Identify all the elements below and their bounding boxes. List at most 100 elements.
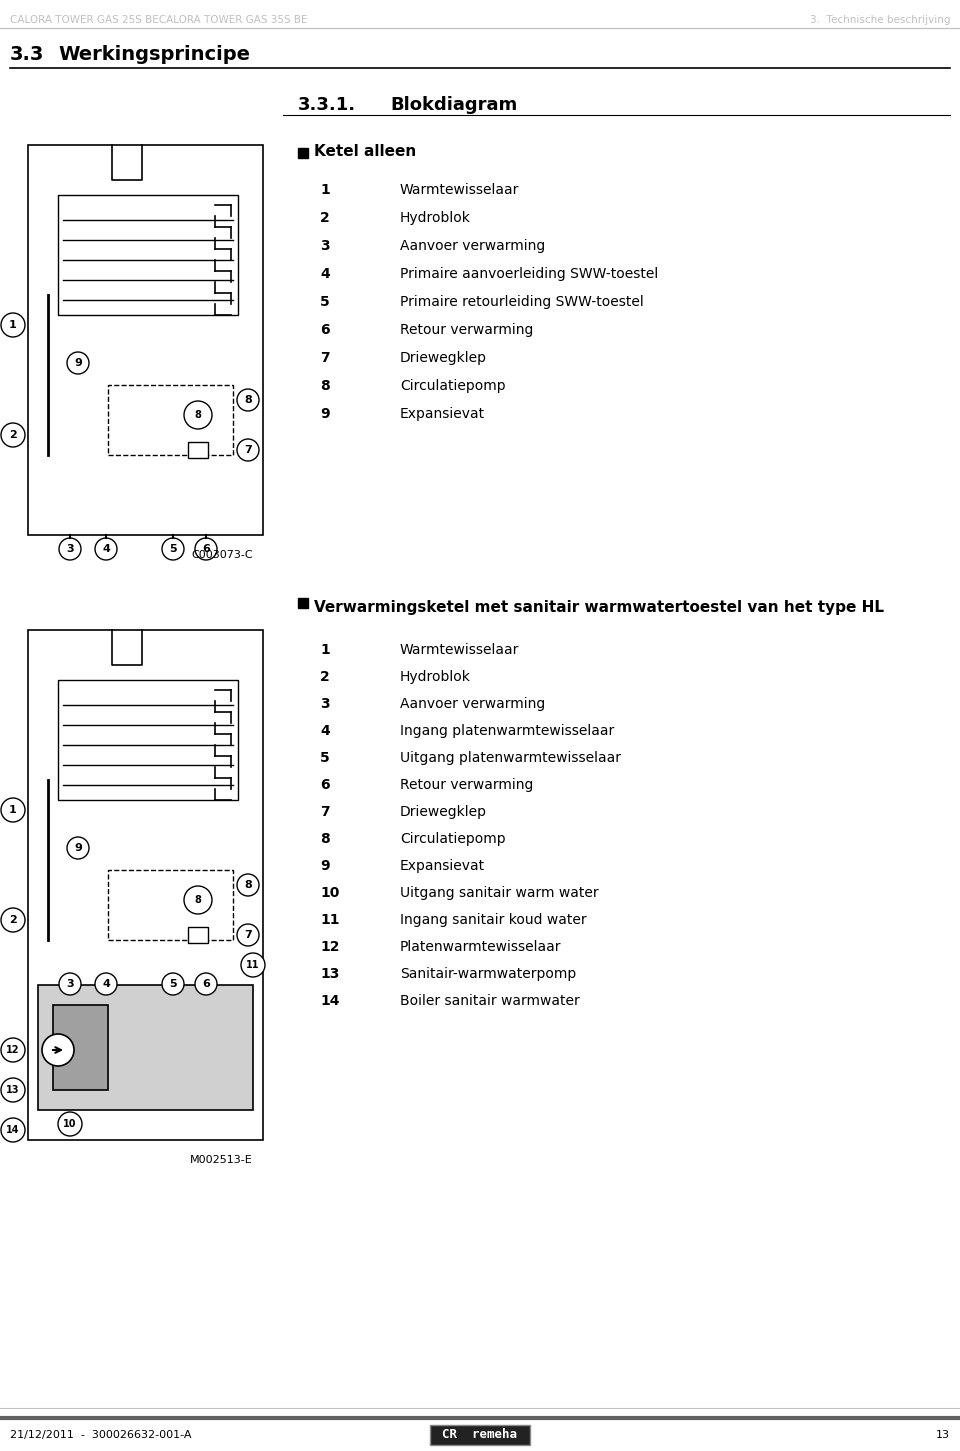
Text: Hydroblok: Hydroblok [400,210,470,225]
Text: 9: 9 [320,406,329,421]
Text: 1: 1 [320,643,329,657]
Bar [298,598,308,608]
Text: CR  remeha: CR remeha [443,1428,517,1441]
Text: 7: 7 [244,930,252,940]
Circle shape [184,887,212,914]
Text: 9: 9 [74,358,82,369]
Circle shape [162,538,184,560]
Text: 8: 8 [320,831,329,846]
Text: 5: 5 [320,752,329,765]
Text: 12: 12 [7,1045,20,1055]
Text: 7: 7 [244,445,252,456]
Text: Warmtewisselaar: Warmtewisselaar [400,643,519,657]
Circle shape [195,538,217,560]
Text: 9: 9 [74,843,82,853]
Text: 8: 8 [244,879,252,889]
Text: Retour verwarming: Retour verwarming [400,324,534,337]
Text: 3.  Technische beschrijving: 3. Technische beschrijving [809,15,950,25]
Circle shape [59,538,81,560]
Text: Driewegklep: Driewegklep [400,805,487,818]
Circle shape [162,974,184,995]
Circle shape [1,1119,25,1142]
Text: Uitgang platenwarmtewisselaar: Uitgang platenwarmtewisselaar [400,752,621,765]
Text: 5: 5 [169,979,177,990]
Text: M002513-E: M002513-E [190,1155,253,1165]
Circle shape [1,1037,25,1062]
Text: Aanvoer verwarming: Aanvoer verwarming [400,696,545,711]
Circle shape [237,924,259,946]
Circle shape [67,837,89,859]
Circle shape [58,1111,82,1136]
Text: Ketel alleen: Ketel alleen [314,145,417,160]
Text: 7: 7 [320,805,329,818]
Text: 10: 10 [63,1119,77,1129]
Text: 10: 10 [320,887,340,900]
Text: Primaire aanvoerleiding SWW-toestel: Primaire aanvoerleiding SWW-toestel [400,267,659,281]
Text: 8: 8 [320,379,329,393]
Text: 11: 11 [320,913,340,927]
Text: 5: 5 [169,544,177,554]
Text: 4: 4 [102,544,110,554]
Text: Retour verwarming: Retour verwarming [400,778,534,792]
Circle shape [1,424,25,447]
Bar [58,194,238,315]
Text: 6: 6 [320,324,329,337]
Bar [298,148,308,158]
Text: Circulatiepomp: Circulatiepomp [400,831,506,846]
Circle shape [1,1078,25,1101]
Text: Boiler sanitair warmwater: Boiler sanitair warmwater [400,994,580,1008]
Text: 1: 1 [10,805,17,815]
Circle shape [59,974,81,995]
Text: 11: 11 [247,961,260,971]
Text: 6: 6 [202,544,210,554]
Text: Circulatiepomp: Circulatiepomp [400,379,506,393]
Text: Expansievat: Expansievat [400,406,485,421]
Text: 6: 6 [202,979,210,990]
Bar [108,871,233,940]
Text: 3: 3 [66,979,74,990]
Text: 3.3: 3.3 [10,45,44,64]
Text: Primaire retourleiding SWW-toestel: Primaire retourleiding SWW-toestel [400,295,644,309]
Bar [430,1425,530,1445]
Bar [28,145,263,535]
Text: 13: 13 [936,1431,950,1439]
Text: Uitgang sanitair warm water: Uitgang sanitair warm water [400,887,599,900]
Text: 8: 8 [195,411,202,419]
Circle shape [67,353,89,374]
Circle shape [1,798,25,823]
Text: Verwarmingsketel met sanitair warmwatertoestel van het type HL: Verwarmingsketel met sanitair warmwatert… [314,601,884,615]
Text: 1: 1 [10,321,17,329]
Bar [108,385,233,456]
Text: 21/12/2011  -  300026632-001-A: 21/12/2011 - 300026632-001-A [10,1431,191,1439]
Text: 9: 9 [320,859,329,874]
Text: 6: 6 [320,778,329,792]
Circle shape [95,538,117,560]
Bar [58,681,238,800]
Text: 8: 8 [244,395,252,405]
Text: 4: 4 [320,724,329,739]
Circle shape [195,974,217,995]
Text: 8: 8 [195,895,202,905]
Circle shape [237,389,259,411]
Text: Warmtewisselaar: Warmtewisselaar [400,183,519,197]
Text: Expansievat: Expansievat [400,859,485,874]
Text: 2: 2 [320,210,329,225]
Text: Blokdiagram: Blokdiagram [390,96,517,115]
Text: 2: 2 [10,916,17,924]
Circle shape [184,400,212,429]
Circle shape [1,313,25,337]
Text: 3: 3 [66,544,74,554]
Text: C003073-C: C003073-C [191,550,253,560]
Circle shape [95,974,117,995]
Text: 1: 1 [320,183,329,197]
Bar [28,630,263,1140]
Text: Ingang platenwarmtewisselaar: Ingang platenwarmtewisselaar [400,724,614,739]
Text: 13: 13 [7,1085,20,1096]
Text: Driewegklep: Driewegklep [400,351,487,366]
Text: 13: 13 [320,966,340,981]
Bar [53,1006,108,1090]
Text: 4: 4 [320,267,329,281]
Circle shape [237,874,259,897]
Text: 3.3.1.: 3.3.1. [298,96,356,115]
Text: 12: 12 [320,940,340,953]
